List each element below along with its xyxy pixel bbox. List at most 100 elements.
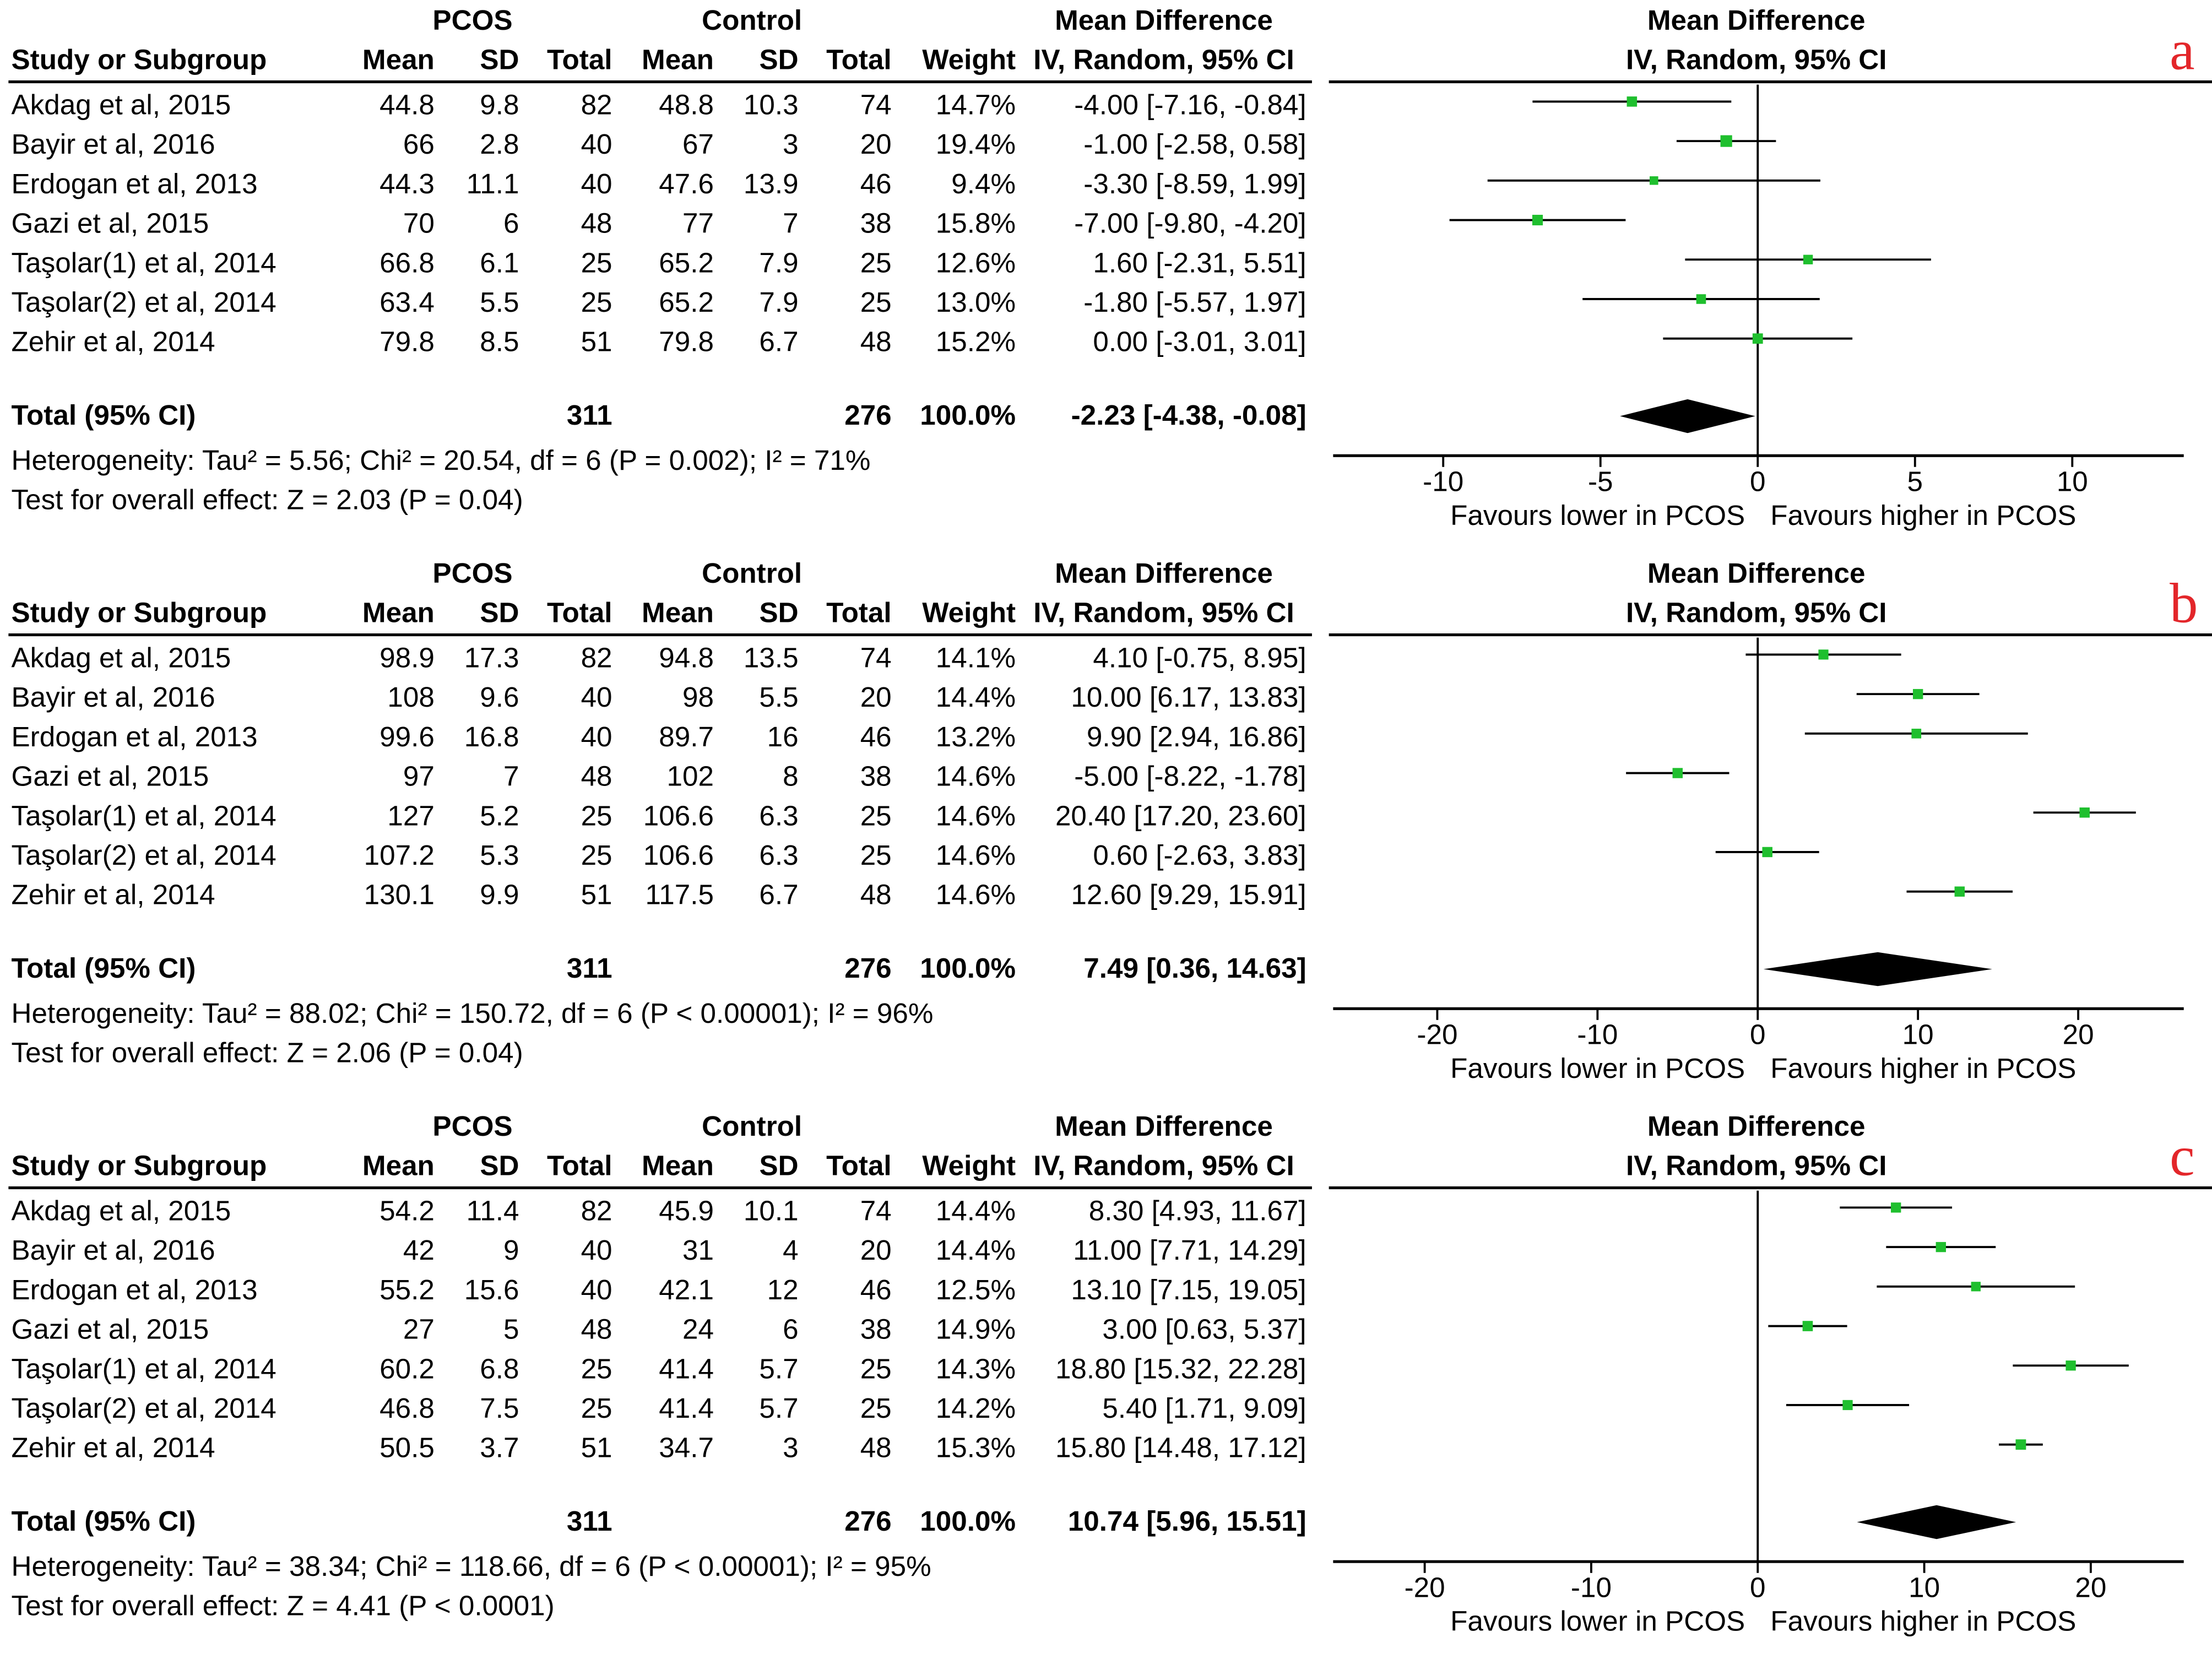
heterogeneity-text: Heterogeneity: Tau² = 5.56; Chi² = 20.54… <box>11 446 871 477</box>
pcos-total: 40 <box>581 682 612 714</box>
effect-marker <box>1842 1400 1853 1411</box>
panel-letter: b <box>2170 571 2198 635</box>
header-pcos-sd: SD <box>480 45 519 77</box>
study-weight: 9.4% <box>951 169 1016 200</box>
control-total: 25 <box>860 1354 892 1386</box>
control-total: 25 <box>860 841 892 872</box>
header-plot-method: IV, Random, 95% CI <box>1625 598 1887 630</box>
study-weight: 14.2% <box>935 1394 1016 1425</box>
pcos-sd: 15.6 <box>464 1275 519 1306</box>
pcos-total: 25 <box>581 841 612 872</box>
header-control-mean: Mean <box>642 598 714 630</box>
favours-higher-label: Favours higher in PCOS <box>1770 1606 2076 1637</box>
header-pcos: PCOS <box>432 6 513 37</box>
pcos-total: 40 <box>581 1235 612 1267</box>
favours-lower-label: Favours lower in PCOS <box>1450 500 1745 531</box>
header-md-method: IV, Random, 95% CI <box>1033 45 1294 77</box>
control-mean: 65.2 <box>659 288 714 319</box>
header-pcos: PCOS <box>432 1112 513 1143</box>
study-weight: 14.3% <box>935 1354 1016 1386</box>
effect-marker <box>1650 176 1658 185</box>
pcos-mean: 130.1 <box>364 880 435 912</box>
header-plot-method: IV, Random, 95% CI <box>1625 45 1887 77</box>
control-sd: 6.7 <box>759 880 799 912</box>
pcos-sd: 11.4 <box>466 1196 519 1228</box>
effect-marker <box>1912 688 1923 700</box>
control-mean: 77 <box>682 209 714 240</box>
effect-marker <box>1802 1321 1813 1331</box>
control-total: 48 <box>860 327 892 359</box>
study-name: Bayir et al, 2016 <box>11 682 215 714</box>
study-ci: 11.00 [7.71, 14.29] <box>1073 1235 1306 1267</box>
effect-marker <box>1720 135 1732 147</box>
pcos-sd: 3.7 <box>480 1433 519 1465</box>
study-name: Taşolar(2) et al, 2014 <box>11 288 276 319</box>
control-mean: 47.6 <box>659 169 714 200</box>
header-study: Study or Subgroup <box>11 598 267 630</box>
pcos-mean: 66.8 <box>379 248 435 280</box>
forest-panel-a: PCOS Control Mean Difference Mean Differ… <box>0 0 2212 553</box>
pcos-mean: 55.2 <box>379 1275 435 1306</box>
pcos-sd: 7.5 <box>480 1394 519 1425</box>
heterogeneity-text: Heterogeneity: Tau² = 38.34; Chi² = 118.… <box>11 1552 931 1583</box>
total-ci: -2.23 [-4.38, -0.08] <box>1071 400 1306 432</box>
study-ci: 20.40 [17.20, 23.60] <box>1055 801 1306 833</box>
study-weight: 14.4% <box>935 1196 1016 1228</box>
control-sd: 5.7 <box>759 1354 799 1386</box>
pcos-total: 25 <box>581 288 612 319</box>
study-name: Erdogan et al, 2013 <box>11 169 258 200</box>
effect-marker <box>1627 96 1638 107</box>
effect-marker <box>1818 649 1829 660</box>
control-total: 48 <box>860 1433 892 1465</box>
pooled-diamond <box>1620 399 1755 433</box>
control-sd: 12 <box>767 1275 799 1306</box>
forest-panel-b: PCOS Control Mean Difference Mean Differ… <box>0 553 2212 1106</box>
pcos-sd: 2.8 <box>480 129 519 161</box>
pcos-sd: 5.3 <box>480 841 519 872</box>
control-mean: 117.5 <box>645 880 714 912</box>
control-mean: 98 <box>682 682 714 714</box>
effect-marker <box>2065 1360 2076 1371</box>
pcos-mean: 97 <box>403 762 435 793</box>
study-weight: 14.6% <box>935 880 1016 912</box>
study-weight: 14.7% <box>935 90 1016 122</box>
pcos-total: 25 <box>581 248 612 280</box>
control-sd: 4 <box>783 1235 799 1267</box>
control-total: 38 <box>860 1315 892 1346</box>
control-total: 74 <box>860 1196 892 1228</box>
control-mean: 24 <box>682 1315 714 1346</box>
pcos-mean: 44.3 <box>379 169 435 200</box>
control-sd: 7.9 <box>759 288 799 319</box>
header-control-total: Total <box>826 598 892 630</box>
plot-header-rule <box>1329 80 2212 84</box>
favours-higher-label: Favours higher in PCOS <box>1770 500 2076 531</box>
header-weight: Weight <box>922 1151 1016 1183</box>
pcos-sd: 9.9 <box>480 880 519 912</box>
pcos-total: 51 <box>581 1433 612 1465</box>
study-ci: -7.00 [-9.80, -4.20] <box>1074 209 1306 240</box>
pcos-sd: 5.5 <box>480 288 519 319</box>
effect-marker <box>2015 1439 2026 1450</box>
pcos-sd: 6.1 <box>480 248 519 280</box>
favours-higher-label: Favours higher in PCOS <box>1770 1053 2076 1084</box>
header-control: Control <box>702 559 803 590</box>
pcos-total: 25 <box>581 801 612 833</box>
x-tick-label: 10 <box>1902 1018 1934 1050</box>
study-name: Taşolar(1) et al, 2014 <box>11 801 276 833</box>
x-tick-label: 0 <box>1750 465 1766 497</box>
study-weight: 14.4% <box>935 682 1016 714</box>
pcos-mean: 50.5 <box>379 1433 435 1465</box>
pcos-mean: 108 <box>387 682 435 714</box>
total-label: Total (95% CI) <box>11 400 196 432</box>
total-ci: 7.49 [0.36, 14.63] <box>1083 953 1306 985</box>
pcos-sd: 8.5 <box>480 327 519 359</box>
control-sd: 6.7 <box>759 327 799 359</box>
control-total: 20 <box>860 129 892 161</box>
control-mean: 45.9 <box>659 1196 714 1228</box>
pcos-mean: 79.8 <box>379 327 435 359</box>
control-total: 25 <box>860 1394 892 1425</box>
pcos-sd: 9.8 <box>480 90 519 122</box>
header-plot-title: Mean Difference <box>1647 559 1866 590</box>
header-study: Study or Subgroup <box>11 1151 267 1183</box>
header-plot-title: Mean Difference <box>1647 1112 1866 1143</box>
